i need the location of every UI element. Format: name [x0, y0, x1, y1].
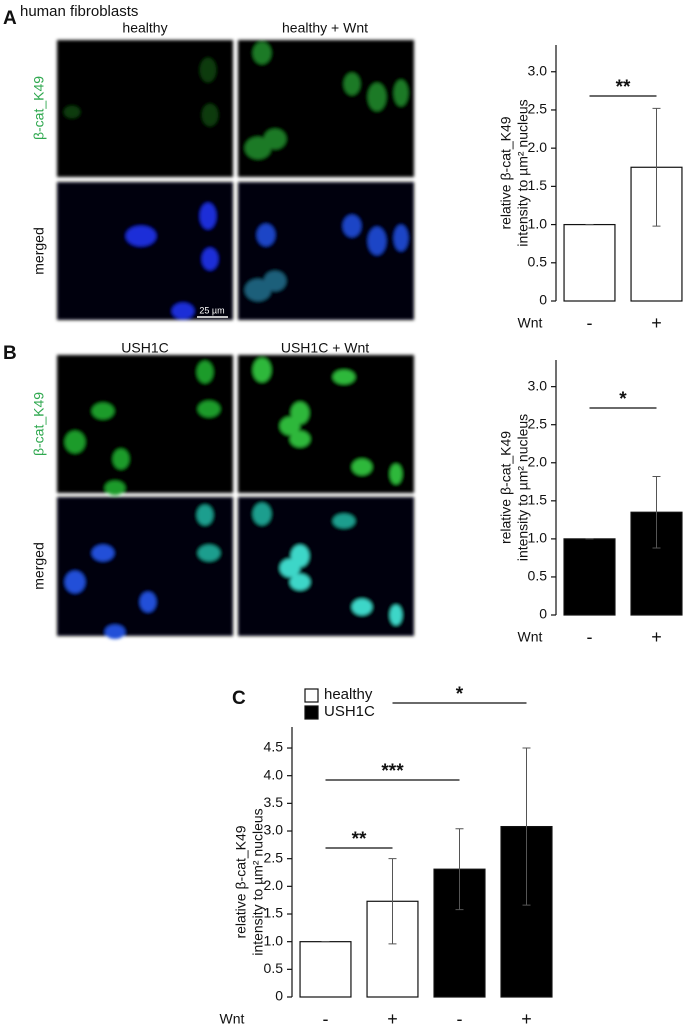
- x-tick-label: -: [457, 1009, 463, 1029]
- y-tick-label: 2.0: [528, 453, 548, 469]
- x-axis-label: Wnt: [518, 629, 543, 645]
- y-tick-label: 1.5: [528, 177, 548, 193]
- annotation: *: [619, 389, 627, 410]
- y-tick-label: 0: [275, 988, 283, 1004]
- x-tick-label: +: [387, 1009, 398, 1029]
- y-tick-label: 0.5: [264, 960, 284, 976]
- y-tick-label: 4.0: [264, 766, 284, 782]
- y-tick-label: 1.0: [528, 530, 548, 546]
- error-bar: [455, 828, 464, 911]
- y-tick-label: 0: [539, 606, 547, 622]
- y-axis-label: relative β-cat_K49: [498, 116, 514, 229]
- bar: [299, 941, 352, 998]
- annotation: ***: [381, 761, 404, 782]
- panel-letter: A: [3, 8, 17, 29]
- x-tick-label: +: [521, 1009, 532, 1029]
- row-label: merged: [31, 227, 47, 274]
- bar: [563, 538, 616, 616]
- y-tick-label: 0: [539, 292, 547, 308]
- column-label: healthy: [122, 20, 167, 36]
- y-axis-label: relative β-cat_K49: [233, 825, 249, 938]
- annotation: *: [456, 684, 464, 705]
- y-tick-label: 0.5: [528, 568, 548, 584]
- error-bar: [652, 107, 661, 227]
- scale-bar-label: 25 µm: [199, 305, 224, 315]
- legend-label: healthy: [324, 686, 373, 703]
- x-tick-label: +: [651, 627, 662, 647]
- y-tick-label: 1.0: [528, 215, 548, 231]
- y-tick-label: 2.0: [264, 877, 284, 893]
- y-tick-label: 3.0: [528, 62, 548, 78]
- legend-swatch: [304, 705, 319, 720]
- y-tick-label: 4.5: [264, 739, 284, 755]
- y-tick-label: 2.5: [528, 415, 548, 431]
- y-tick-label: 2.5: [528, 101, 548, 117]
- column-label: USH1C + Wnt: [281, 340, 369, 356]
- column-label: USH1C: [121, 340, 168, 356]
- annotation: **: [616, 77, 631, 98]
- x-tick-label: -: [587, 313, 593, 333]
- y-axis-label: intensity to µm² nucleus: [515, 99, 531, 246]
- error-bar: [388, 858, 397, 945]
- x-tick-label: +: [651, 313, 662, 333]
- row-label: β-cat_K49: [31, 392, 47, 456]
- y-tick-label: 1.5: [528, 492, 548, 508]
- x-tick-label: -: [587, 627, 593, 647]
- error-bar: [652, 475, 661, 549]
- x-axis-label: Wnt: [518, 315, 543, 331]
- y-tick-label: 2.0: [528, 139, 548, 155]
- bar: [563, 223, 616, 302]
- micrographs: [57, 40, 414, 639]
- error-bar: [522, 747, 531, 906]
- annotation: **: [352, 829, 367, 850]
- x-axis-label: Wnt: [220, 1011, 245, 1027]
- y-tick-label: 3.5: [264, 794, 284, 810]
- figure-title: human fibroblasts: [20, 3, 138, 20]
- y-tick-label: 1.0: [264, 932, 284, 948]
- y-axis-label: relative β-cat_K49: [498, 431, 514, 544]
- y-tick-label: 2.5: [264, 849, 284, 865]
- legend-swatch: [304, 688, 319, 703]
- y-axis-label: intensity to µm² nucleus: [515, 414, 531, 561]
- x-tick-label: -: [323, 1009, 329, 1029]
- legend-label: USH1C: [324, 703, 375, 720]
- column-label: healthy + Wnt: [282, 20, 368, 36]
- row-label: β-cat_K49: [31, 76, 47, 140]
- row-label: merged: [31, 542, 47, 589]
- panel-letter: B: [3, 343, 17, 364]
- y-tick-label: 1.5: [264, 905, 284, 921]
- panel-letter: C: [232, 688, 246, 709]
- y-tick-label: 0.5: [528, 253, 548, 269]
- y-axis-label: intensity to µm² nucleus: [250, 808, 266, 955]
- y-tick-label: 3.0: [264, 822, 284, 838]
- y-tick-label: 3.0: [528, 377, 548, 393]
